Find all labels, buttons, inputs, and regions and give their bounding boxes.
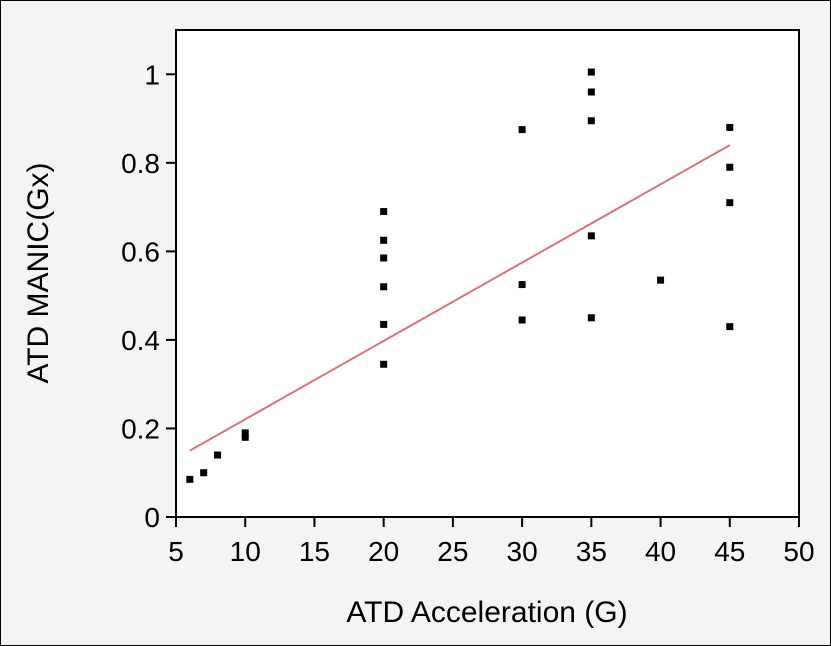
y-axis: 0 0.2 0.4 0.6 0.8 1 — [121, 59, 176, 533]
data-points — [186, 68, 734, 483]
y-tick-label: 1 — [144, 59, 160, 90]
x-axis-title: ATD Acceleration (G) — [346, 596, 627, 629]
data-point — [587, 68, 595, 76]
y-tick-label: 0.8 — [121, 148, 160, 179]
data-point — [380, 320, 388, 328]
data-point — [518, 126, 526, 134]
x-axis: 5 10 15 20 25 30 35 40 45 50 — [168, 517, 815, 567]
x-tick-label: 20 — [368, 536, 399, 567]
data-point — [214, 451, 222, 459]
data-point — [241, 433, 249, 441]
data-point — [726, 323, 734, 331]
data-point — [587, 314, 595, 322]
data-point — [726, 163, 734, 171]
x-tick-label: 30 — [507, 536, 538, 567]
data-point — [380, 236, 388, 244]
x-tick-label: 25 — [437, 536, 468, 567]
data-point — [587, 232, 595, 240]
x-tick-label: 5 — [168, 536, 184, 567]
data-point — [186, 475, 194, 483]
data-point — [518, 281, 526, 289]
data-point — [726, 199, 734, 207]
data-point — [726, 123, 734, 131]
y-tick-label: 0.2 — [121, 413, 160, 444]
fit-line — [189, 144, 731, 452]
data-point — [380, 283, 388, 291]
data-point — [587, 88, 595, 96]
data-point — [380, 360, 388, 368]
x-tick-label: 40 — [645, 536, 676, 567]
data-point — [380, 208, 388, 216]
data-point — [241, 429, 249, 437]
data-point — [587, 117, 595, 125]
data-point — [657, 276, 665, 284]
x-tick-label: 50 — [783, 536, 814, 567]
plot-area — [175, 29, 800, 518]
x-tick-label: 10 — [230, 536, 261, 567]
data-point — [518, 316, 526, 324]
y-tick-label: 0.4 — [121, 325, 160, 356]
y-axis-title: ATD MANIC(Gx) — [22, 162, 55, 383]
data-point — [380, 254, 388, 262]
x-tick-label: 45 — [714, 536, 745, 567]
y-tick-label: 0 — [144, 502, 160, 533]
x-tick-label: 15 — [299, 536, 330, 567]
x-tick-label: 35 — [576, 536, 607, 567]
y-tick-label: 0.6 — [121, 236, 160, 267]
data-point — [200, 469, 208, 477]
